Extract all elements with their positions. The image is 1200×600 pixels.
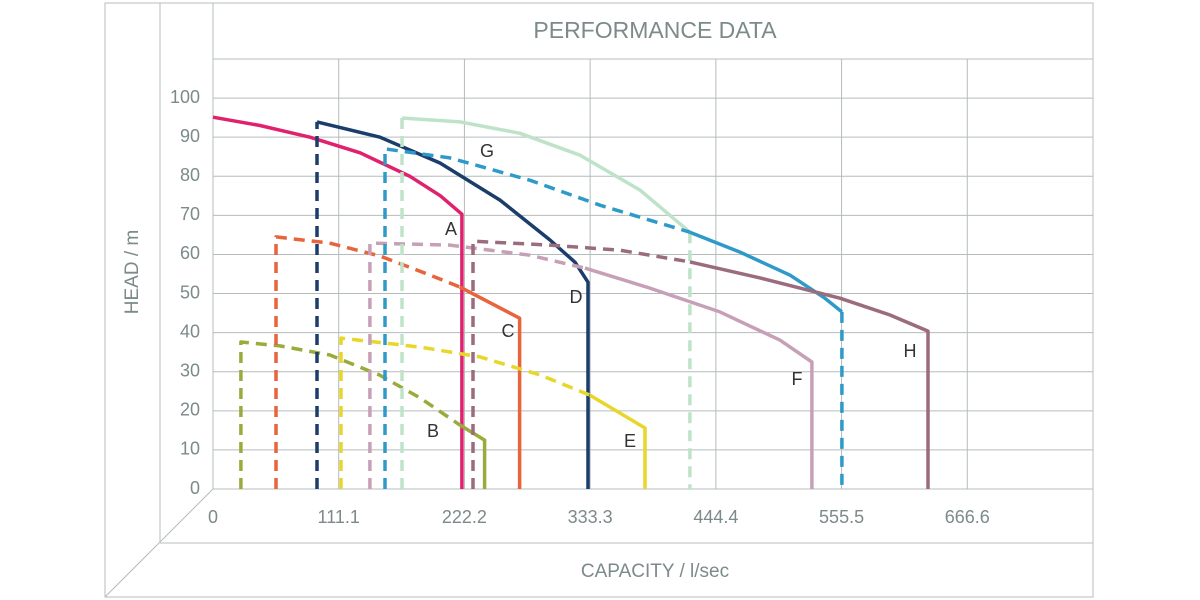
x-tick-label: 222.2: [442, 507, 487, 527]
curve-label: H: [904, 341, 917, 361]
curve-segment: [584, 266, 814, 489]
curve-segment: [471, 239, 691, 489]
x-tick-label: 444.4: [693, 507, 738, 527]
curve-segment: [458, 285, 522, 489]
curve-segment: [316, 120, 590, 489]
x-tick-label: 111.1: [318, 507, 360, 527]
y-tick-label: 30: [180, 360, 200, 380]
y-tick-label: 90: [180, 126, 200, 146]
y-axis-label: HEAD / m: [122, 230, 143, 314]
y-tick-label: 0: [190, 478, 200, 498]
curve-segment: [368, 241, 586, 489]
curve-segment: [274, 235, 461, 489]
curve-label: C: [502, 321, 515, 341]
floor-edge: [104, 488, 214, 598]
curve-segment: [458, 423, 487, 489]
curve-label: F: [792, 369, 803, 389]
curve-label: A: [445, 219, 457, 239]
x-axis-label: CAPACITY / l/sec: [581, 561, 729, 582]
curve-segment: [401, 116, 692, 234]
y-tick-label: 60: [180, 243, 200, 263]
curve-label: D: [570, 287, 583, 307]
curve-segment: [383, 147, 691, 489]
curve-segment: [689, 260, 930, 489]
x-tick-label: 555.5: [819, 507, 864, 527]
curve-segment: [239, 340, 461, 489]
x-tick-label: 0: [208, 507, 218, 527]
chart-title: PERFORMANCE DATA: [533, 17, 777, 43]
curve-label: G: [480, 141, 494, 161]
y-tick-label: 50: [180, 282, 200, 302]
y-tick-label: 10: [180, 439, 200, 459]
y-tick-label: 80: [180, 165, 200, 185]
y-tick-label: 40: [180, 321, 200, 341]
curve-segment: [689, 230, 843, 314]
curve-label: B: [427, 421, 439, 441]
curve-segment: [212, 115, 464, 489]
curve-segment: [589, 393, 647, 489]
curve-segment: [339, 336, 591, 489]
y-tick-label: 20: [180, 400, 200, 420]
y-tick-label: 100: [170, 87, 200, 107]
curve-label: E: [624, 431, 636, 451]
y-tick-label: 70: [180, 204, 200, 224]
x-tick-label: 333.3: [568, 507, 613, 527]
x-tick-label: 666.6: [945, 507, 990, 527]
